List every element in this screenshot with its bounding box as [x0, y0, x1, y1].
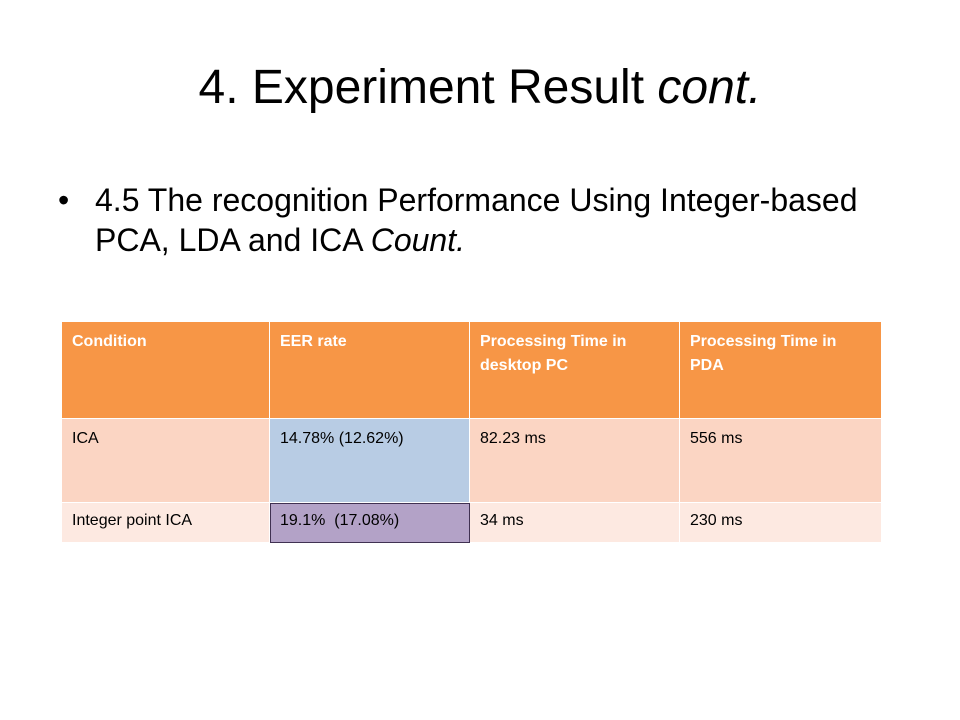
header-processing-desktop: Processing Time in desktop PC	[469, 321, 680, 419]
table-header-row: Condition EER rate Processing Time in de…	[61, 321, 882, 419]
results-table: Condition EER rate Processing Time in de…	[61, 321, 882, 543]
bullet-text-main: 4.5 The recognition Performance Using In…	[95, 182, 858, 258]
bullet-icon: •	[58, 182, 70, 218]
header-condition: Condition	[61, 321, 270, 419]
cell-processing-pda: 230 ms	[679, 502, 882, 543]
cell-processing-desktop: 82.23 ms	[469, 418, 680, 503]
cell-eer-rate: 19.1% (17.08%)	[269, 502, 470, 543]
cell-processing-pda: 556 ms	[679, 418, 882, 503]
table-row: Integer point ICA 19.1% (17.08%) 34 ms 2…	[61, 502, 882, 543]
table-row: ICA 14.78% (12.62%) 82.23 ms 556 ms	[61, 418, 882, 503]
cell-eer-rate: 14.78% (12.62%)	[269, 418, 470, 503]
cell-processing-desktop: 34 ms	[469, 502, 680, 543]
slide-title-italic: cont.	[657, 61, 762, 114]
header-processing-pda: Processing Time in PDA	[679, 321, 882, 419]
header-eer-rate: EER rate	[269, 321, 470, 419]
slide-title-main: 4. Experiment Result	[198, 61, 658, 114]
slide-title: 4. Experiment Result cont.	[0, 58, 960, 118]
bullet-text: 4.5 The recognition Performance Using In…	[95, 180, 905, 260]
bullet-text-italic: Count.	[370, 222, 465, 258]
cell-condition: Integer point ICA	[61, 502, 270, 543]
cell-condition: ICA	[61, 418, 270, 503]
